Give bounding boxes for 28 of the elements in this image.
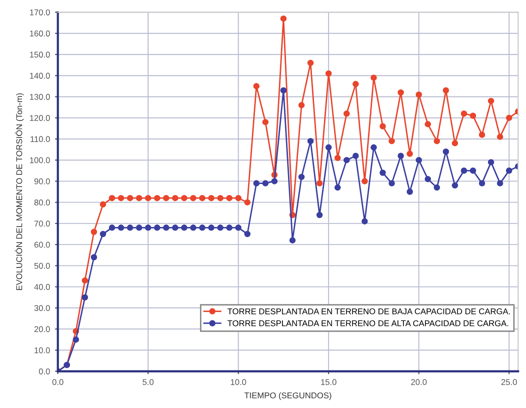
y-tick-label: 40.0 [34, 284, 50, 290]
y-tick-label: 150.0 [30, 52, 50, 58]
y-tick-label: 90.0 [34, 178, 50, 184]
y-tick-label: 60.0 [34, 242, 50, 248]
y-tick-label: 0.0 [38, 368, 50, 374]
y-tick-label: 120.0 [30, 115, 50, 121]
x-tick-label: 20.0 [411, 379, 427, 386]
y-tick-label: 80.0 [34, 200, 50, 206]
x-tick-label: 0.0 [52, 379, 64, 386]
y-axis-title: EVOLUCIÓN DEL MOMENTO DE TORSIÓN (Ton-m) [14, 93, 24, 290]
y-tick-label: 10.0 [34, 347, 50, 354]
x-tick-label: 10.0 [230, 379, 246, 386]
x-tick-label: 15.0 [321, 379, 336, 386]
y-tick-label: 140.0 [30, 72, 50, 79]
y-tick-label: 50.0 [34, 262, 50, 269]
y-tick-label: 70.0 [34, 220, 50, 227]
x-tick-label: 25.0 [501, 379, 517, 386]
y-tick-label: 110.0 [30, 136, 50, 142]
y-tick-label: 170.0 [30, 9, 50, 16]
y-tick-label: 30.0 [34, 305, 50, 312]
x-axis-title: TIEMPO (SEGUNDOS) [244, 392, 332, 400]
y-tick-label: 130.0 [30, 94, 50, 100]
x-tick-label: 5.0 [142, 379, 154, 386]
legend-label: TORRE DESPLANTADA EN TERRENO DE ALTA CAPACIDAD DE CARGA. [228, 320, 508, 326]
y-tick-label: 20.0 [34, 326, 50, 332]
y-tick-label: 100.0 [30, 157, 50, 164]
y-tick-label: 160.0 [30, 30, 50, 36]
legend-label: TORRE DESPLANTADA EN TERRENO DE BAJA CAPACIDAD DE CARGA. [228, 308, 510, 314]
